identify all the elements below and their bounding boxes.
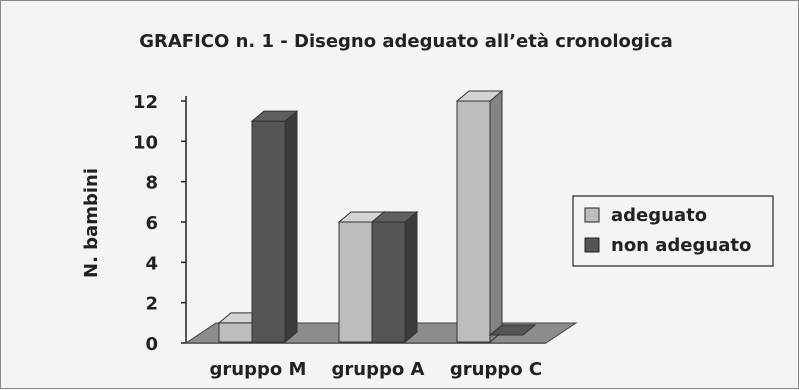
y-tick-label: 2: [145, 294, 158, 315]
y-tick-label: 6: [145, 213, 158, 234]
bar-adeguato-gruppo-C: [455, 89, 504, 344]
legend-box: [572, 195, 774, 267]
legend-label: non adeguato: [611, 235, 751, 256]
y-tick-label: 12: [133, 92, 158, 113]
x-tick-labels: gruppo M gruppo A gruppo C: [210, 359, 543, 380]
bar-non-adeguato-gruppo-C: [488, 324, 537, 336]
legend-swatch: [584, 237, 600, 253]
x-tick-label: gruppo M: [210, 359, 307, 380]
y-axis-label: N. bambini: [81, 168, 102, 278]
y-tick-label: 0: [145, 334, 158, 355]
legend-label: adeguato: [611, 205, 707, 226]
bars: [217, 89, 537, 344]
legend: adeguato non adeguato: [572, 195, 774, 267]
bar-non-adeguato-gruppo-M: [250, 110, 299, 344]
y-tick-label: 4: [145, 253, 158, 274]
y-tick-label: 10: [133, 132, 158, 153]
y-tick-labels: 0 2 4 6 8 10 12: [133, 92, 158, 355]
legend-swatch: [584, 207, 600, 223]
y-tick-label: 8: [145, 173, 158, 194]
x-tick-label: gruppo A: [332, 359, 425, 380]
bar-non-adeguato-gruppo-A: [370, 210, 419, 344]
chart-title: GRAFICO n. 1 - Disegno adeguato all’età …: [139, 31, 673, 52]
x-tick-label: gruppo C: [450, 359, 542, 380]
